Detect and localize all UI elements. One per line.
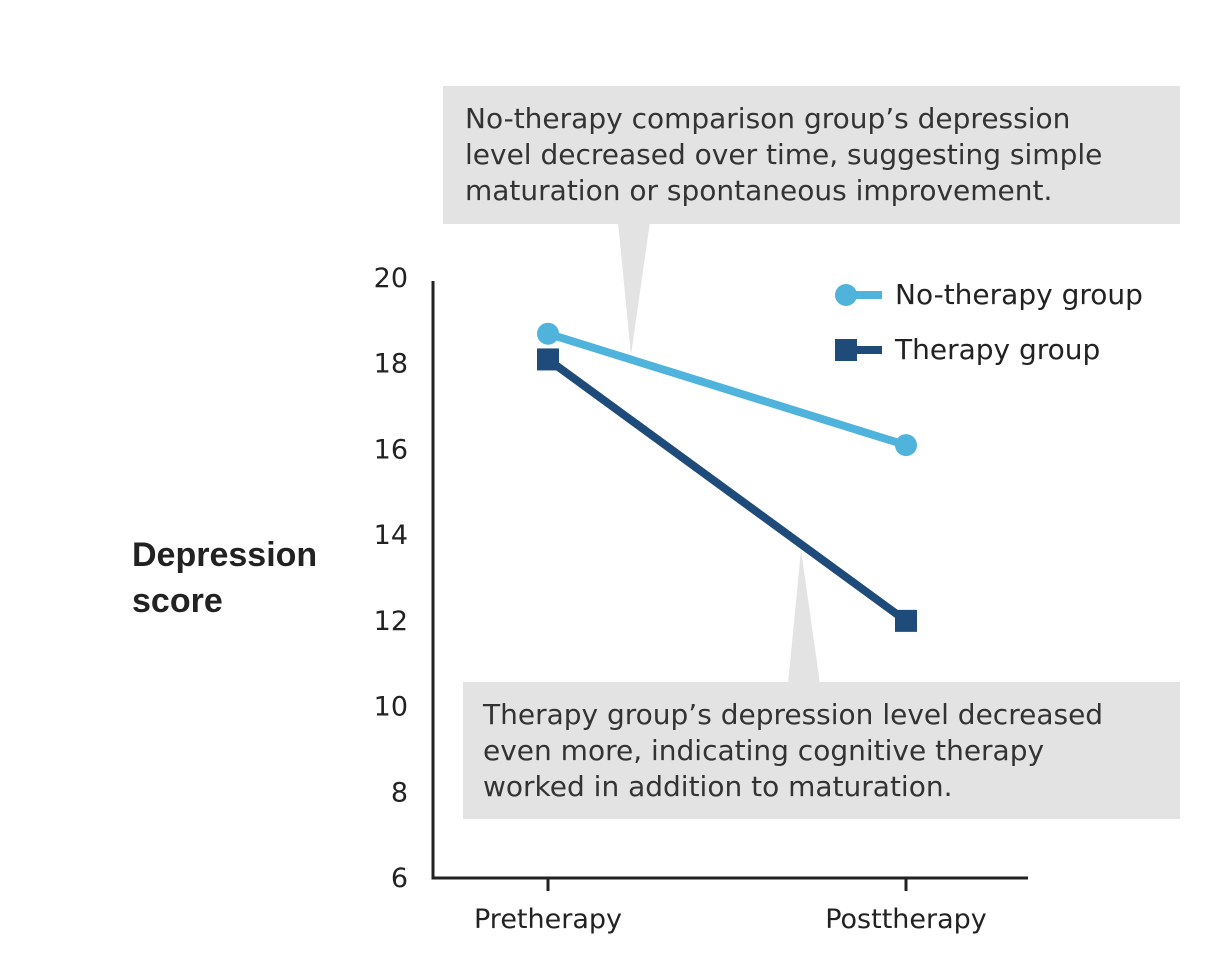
callouts: No-therapy comparison group’s depression… [443, 86, 1180, 819]
callout-box [443, 86, 1180, 224]
y-tick-label: 14 [374, 520, 408, 551]
data-point [537, 348, 559, 371]
y-axis-label: Depression score [132, 536, 317, 620]
legend: No-therapy group Therapy group [835, 278, 1143, 366]
legend-marker [835, 339, 857, 361]
y-tick-label: 12 [374, 606, 408, 637]
series-line [545, 356, 909, 625]
legend-item: No-therapy group [835, 278, 1143, 311]
callout-text-line: worked in addition to maturation. [483, 770, 952, 803]
y-tick-label: 6 [391, 863, 408, 894]
y-tick-label: 8 [391, 777, 408, 808]
data-point [537, 322, 559, 345]
data-point [895, 609, 917, 632]
legend-label: Therapy group [894, 333, 1100, 366]
x-tick-label: Posttherapy [825, 904, 987, 935]
callout-text-line: No-therapy comparison group’s depression [465, 102, 1070, 135]
callout-1: No-therapy comparison group’s depression… [443, 86, 1180, 355]
axes: 6 8 10 12 14 16 18 20 Pretherapy Posttherapy [374, 263, 1028, 935]
callout-text-line: maturation or spontaneous improvement. [465, 174, 1052, 207]
y-tick-label: 16 [374, 434, 408, 465]
y-tick-label: 10 [374, 692, 408, 723]
callout-text-line: level decreased over time, suggesting si… [465, 138, 1102, 171]
callout-pointer [788, 550, 820, 684]
data-point [895, 434, 917, 457]
legend-label: No-therapy group [895, 278, 1143, 311]
callout-pointer [618, 222, 650, 355]
callout-2: Therapy group’s depression level decreas… [463, 550, 1180, 819]
x-tick-label: Pretherapy [474, 904, 622, 935]
legend-item: Therapy group [835, 333, 1100, 366]
series-layer [537, 322, 917, 632]
legend-marker [835, 284, 857, 306]
y-tick-label: 20 [374, 263, 408, 294]
y-axis-label-line: Depression [132, 536, 317, 574]
series-line [546, 329, 908, 449]
y-axis-label-line: score [132, 582, 223, 620]
callout-box [463, 682, 1180, 819]
callout-text-line: even more, indicating cognitive therapy [483, 734, 1044, 767]
y-tick-label: 18 [374, 349, 408, 380]
callout-text-line: Therapy group’s depression level decreas… [482, 698, 1103, 731]
